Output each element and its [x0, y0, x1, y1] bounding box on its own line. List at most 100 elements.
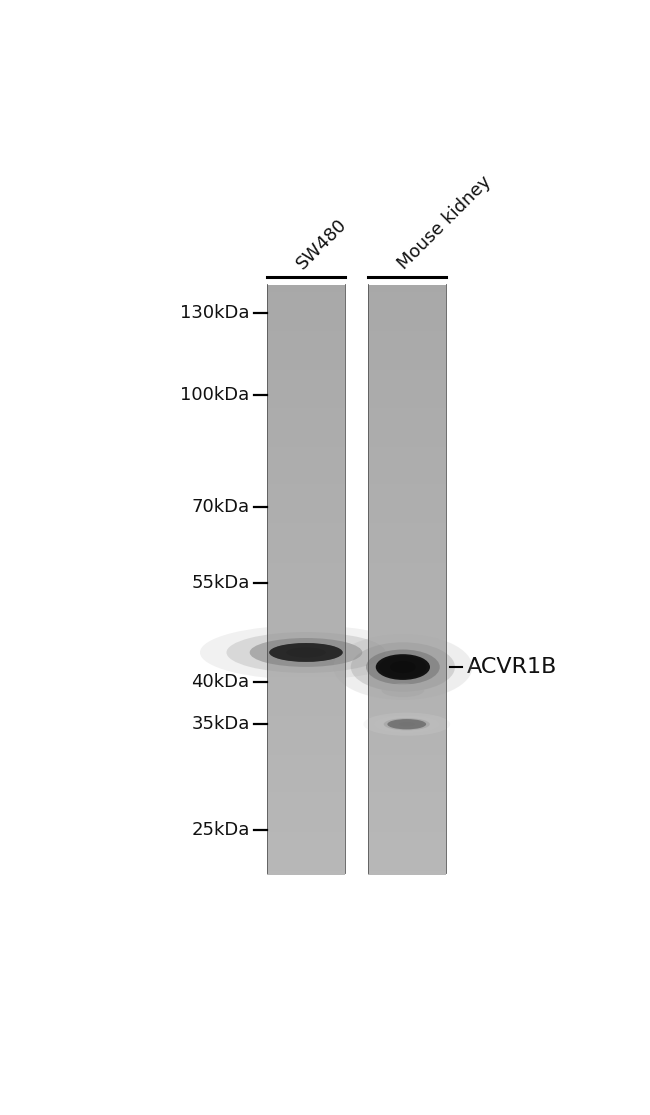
Bar [267, 639, 344, 641]
Bar [267, 740, 344, 744]
Bar [368, 482, 445, 484]
Bar [267, 680, 344, 682]
Bar [368, 748, 445, 752]
Bar [267, 825, 344, 827]
Bar [267, 343, 344, 347]
Bar [267, 546, 344, 549]
Bar [267, 403, 344, 406]
Bar [368, 861, 445, 863]
Bar [368, 644, 445, 647]
Bar [368, 508, 445, 512]
Bar [368, 434, 445, 437]
Bar [267, 549, 344, 551]
Bar [267, 497, 344, 500]
Bar [368, 541, 445, 543]
Bar [267, 570, 344, 573]
Bar [267, 725, 344, 728]
Bar [267, 689, 344, 692]
Bar [368, 656, 445, 659]
Bar [368, 763, 445, 765]
Bar [267, 603, 344, 605]
Bar [267, 845, 344, 847]
Bar [267, 666, 344, 669]
Bar [368, 458, 445, 460]
Ellipse shape [226, 632, 385, 672]
Bar [368, 484, 445, 486]
Bar [267, 599, 344, 602]
Bar [267, 864, 344, 867]
Bar [368, 493, 445, 496]
Bar [368, 568, 445, 571]
Bar [267, 723, 344, 726]
Bar [368, 320, 445, 323]
Bar [267, 492, 344, 494]
Bar [267, 425, 344, 427]
Bar [368, 350, 445, 352]
Bar [368, 580, 445, 582]
Bar [368, 772, 445, 775]
Ellipse shape [286, 648, 326, 658]
Bar [267, 805, 344, 808]
Bar [267, 697, 344, 700]
Bar [368, 758, 445, 762]
Bar [368, 285, 445, 288]
Bar [267, 733, 344, 736]
Bar [368, 403, 445, 406]
Bar [368, 812, 445, 814]
Bar [267, 804, 344, 806]
Bar [267, 448, 344, 450]
Bar [368, 358, 445, 360]
Bar [267, 568, 344, 571]
Bar [267, 420, 344, 424]
Bar [267, 789, 344, 793]
Bar [267, 617, 344, 620]
Bar [368, 730, 445, 734]
Bar [267, 410, 344, 414]
Bar [267, 340, 344, 342]
Bar [267, 415, 344, 417]
Bar [267, 782, 344, 785]
Bar [368, 753, 445, 755]
Bar [368, 696, 445, 698]
Bar [368, 446, 445, 449]
Bar [368, 603, 445, 605]
Bar [267, 772, 344, 775]
Bar [267, 485, 344, 488]
Bar [368, 495, 445, 498]
Bar [368, 410, 445, 414]
Bar [368, 546, 445, 549]
Bar [368, 680, 445, 682]
Bar [368, 489, 445, 492]
Bar [267, 482, 344, 484]
Bar [368, 789, 445, 793]
Bar [267, 397, 344, 400]
Bar [267, 856, 344, 860]
Bar [368, 639, 445, 641]
Bar [368, 377, 445, 380]
Bar [267, 518, 344, 522]
Bar [267, 536, 344, 540]
Bar [368, 516, 445, 520]
Bar [267, 356, 344, 359]
Bar [267, 843, 344, 845]
Bar [368, 322, 445, 326]
Bar [267, 707, 344, 710]
Bar [267, 835, 344, 837]
Bar [368, 658, 445, 661]
Bar [368, 379, 445, 382]
Bar [267, 802, 344, 804]
Bar [368, 774, 445, 777]
Bar [267, 304, 344, 308]
Bar [368, 492, 445, 494]
Bar [368, 686, 445, 688]
Bar [368, 634, 445, 638]
Ellipse shape [398, 723, 415, 726]
Bar [267, 450, 344, 453]
Bar [267, 366, 344, 368]
Bar [368, 464, 445, 466]
Ellipse shape [390, 661, 416, 673]
Bar [368, 425, 445, 427]
Bar [368, 599, 445, 602]
Bar [267, 294, 344, 298]
Bar [267, 477, 344, 481]
